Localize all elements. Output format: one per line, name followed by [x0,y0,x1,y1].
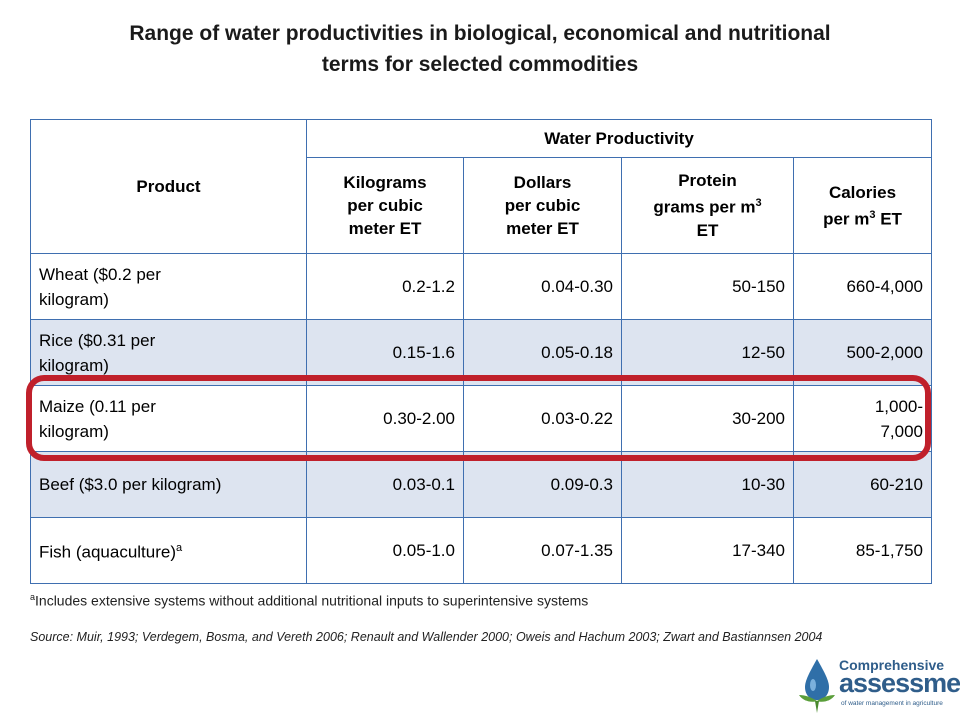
table-row: Maize (0.11 per kilogram) 0.30-2.00 0.03-… [30,385,933,452]
title-line-1: Range of water productivities in biologi… [129,22,831,45]
protein-cell: 50-150 [621,253,794,320]
footnote-marker: a [30,592,36,602]
usd-cell: 0.04-0.30 [463,253,622,320]
water-drop-plant-icon [799,659,835,713]
protein-cell: 30-200 [621,385,794,452]
table-row: Fish (aquaculture)a 0.05-1.0 0.07-1.35 1… [30,517,933,584]
water-productivity-header: Water Productivity [305,119,933,158]
usd-cell: 0.05-0.18 [463,319,622,386]
product-cell: Beef ($3.0 per kilogram) [30,451,307,518]
calories-cell: 660-4,000 [792,253,933,320]
table-row: Rice ($0.31 per kilogram) 0.15-1.6 0.05-0… [30,319,933,386]
footnote: aIncludes extensive systems without addi… [30,592,588,609]
kg-per-m3-header: Kilograms per cubic meter ET [306,157,464,254]
kg-cell: 0.2-1.2 [306,253,464,320]
dollars-per-m3-header: Dollars per cubic meter ET [463,157,622,254]
comprehensive-assessment-logo: Comprehensive assessment of water manage… [793,655,960,715]
table-header-row-2: Kilograms per cubic meter ET Dollars per… [31,157,933,254]
usd-cell: 0.03-0.22 [463,385,622,452]
protein-cell: 10-30 [621,451,794,518]
usd-cell: 0.09-0.3 [463,451,622,518]
product-cell: Maize (0.11 per kilogram) [30,385,307,452]
table-row: Wheat ($0.2 per kilogram) 0.2-1.2 0.04-0.… [30,253,933,320]
title-line-2: terms for selected commodities [321,53,639,76]
table-row: Beef ($3.0 per kilogram) 0.03-0.1 0.09-0… [30,451,933,518]
usd-cell: 0.07-1.35 [463,517,622,584]
product-header: Product [30,119,307,254]
kg-cell: 0.30-2.00 [306,385,464,452]
kg-cell: 0.15-1.6 [306,319,464,386]
footnote-text: Includes extensive systems without addit… [35,592,589,609]
calories-cell: 500-2,000 [792,319,933,386]
product-cell: Rice ($0.31 per kilogram) [30,319,307,386]
protein-cell: 17-340 [621,517,794,584]
kg-cell: 0.05-1.0 [306,517,464,584]
page-title: Range of water productivities in biologi… [40,18,920,80]
calories-header: Calories per m3 ET [792,157,933,254]
logo-text-comprehensive: Comprehensive [839,657,945,673]
kg-cell: 0.03-0.1 [306,451,464,518]
source-citation: Source: Muir, 1993; Verdegem, Bosma, and… [30,630,823,644]
calories-cell: 85-1,750 [792,517,933,584]
table-header-row-1: Product Water Productivity [30,119,933,254]
logo-text-tagline: of water management in agriculture [841,700,943,707]
logo-text-assessment: assessment [839,668,960,698]
calories-cell: 60-210 [792,451,933,518]
product-cell: Fish (aquaculture)a [30,517,307,584]
calories-cell: 1,000- 7,000 [792,385,933,452]
water-productivity-table: Product Water Productivity Kilograms per… [30,119,933,584]
protein-header: Protein grams per m3 ET [621,157,794,254]
product-cell: Wheat ($0.2 per kilogram) [30,253,307,320]
protein-cell: 12-50 [621,319,794,386]
